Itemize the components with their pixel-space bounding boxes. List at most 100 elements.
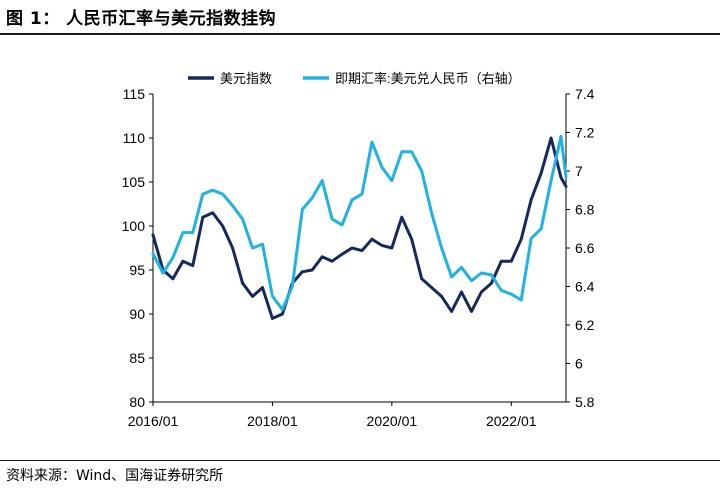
cny-rate-point: [320, 179, 324, 182]
usd-index-point: [380, 244, 384, 247]
page-title: 图 1： 人民币汇率与美元指数挂钩: [6, 9, 277, 29]
cny-rate-point: [350, 198, 354, 202]
usd-index-point: [480, 290, 483, 294]
cny-rate-point: [191, 231, 195, 234]
usd-index-point: [261, 286, 264, 289]
usd-index-point: [500, 259, 503, 263]
x-tick-label: 2022/01: [486, 413, 537, 429]
y-left-tick-label: 90: [129, 306, 145, 322]
cny-rate-point: [241, 217, 244, 221]
chart: 美元指数 即期汇率:美元兑人民币（右轴） 80 85 90 95 100 105 110 11…: [122, 71, 595, 429]
cny-rate-point: [360, 192, 364, 196]
usd-index-point: [440, 295, 443, 298]
usd-index-point: [559, 176, 563, 179]
usd-index-point: [201, 215, 205, 219]
source-note: 资料来源：Wind、国海证券研究所: [6, 468, 224, 484]
footer-rule: [0, 460, 720, 461]
cny-rate-point: [251, 246, 254, 250]
cny-rate-point: [539, 227, 543, 231]
y-right-tick-label: 5.8: [575, 394, 595, 410]
cny-rate-point: [151, 252, 155, 256]
cny-rate-point: [201, 192, 205, 196]
cny-rate-point: [529, 237, 533, 240]
cny-rate-point: [564, 175, 568, 179]
cny-rate-point: [261, 242, 264, 246]
cny-rate-point: [430, 212, 433, 215]
usd-index-point: [519, 237, 523, 241]
y-right-tick-label: 6.4: [575, 279, 595, 295]
usd-index-point: [564, 185, 568, 188]
legend-label-usd-index: 美元指数: [220, 71, 272, 86]
y-left-tick-label: 95: [129, 262, 145, 278]
cny-rate-point: [460, 265, 463, 269]
usd-index-point: [211, 211, 215, 215]
usd-index-point: [171, 277, 175, 281]
cny-rate-point: [291, 285, 294, 288]
usd-index-point: [390, 246, 394, 250]
usd-index-point: [241, 281, 244, 285]
cny-rate-point: [380, 165, 384, 169]
cny-rate-point: [281, 308, 284, 311]
usd-index-point: [400, 215, 404, 219]
usd-index-point: [490, 281, 493, 285]
usd-index-point: [549, 136, 553, 140]
usd-index-point: [350, 246, 354, 250]
cny-rate-point: [420, 169, 423, 173]
y-left-tick-label: 110: [123, 130, 146, 146]
usd-index-point: [509, 259, 513, 263]
y-left-tick-label: 105: [122, 174, 146, 190]
legend: 美元指数 即期汇率:美元兑人民币（右轴）: [188, 71, 521, 86]
axes: 80 85 90 95 100 105 110 115 5.8 6 6.2 6.4 6.6 6.8 7 7.2…: [122, 86, 595, 429]
cny-rate-point: [480, 271, 483, 275]
series-line-cny-rate: [151, 134, 568, 312]
cny-rate-point: [300, 208, 304, 211]
usd-index-point: [370, 237, 374, 241]
series-layer: [151, 134, 568, 320]
y-right-tick-label: 6.2: [575, 317, 595, 333]
cny-rate-point: [161, 271, 165, 275]
cny-rate-point: [390, 179, 394, 182]
usd-index-point: [231, 246, 234, 250]
cny-rate-point: [500, 289, 503, 292]
y-right-tick-label: 7.2: [575, 125, 595, 141]
cny-rate-point: [211, 188, 215, 192]
cny-rate-point: [400, 150, 404, 154]
y-left-tick-label: 85: [129, 350, 145, 366]
cny-rate-point: [450, 275, 453, 279]
y-right-tick-label: 6.8: [575, 202, 595, 218]
cny-rate-point: [271, 294, 274, 298]
y-left-tick-label: 80: [129, 394, 145, 410]
cny-rate-point: [519, 298, 523, 302]
cny-rate-point: [171, 256, 175, 259]
cny-rate-point: [509, 292, 513, 296]
x-tick-label: 2016/01: [128, 413, 179, 429]
x-tick-label: 2020/01: [367, 413, 418, 429]
usd-index-point: [310, 268, 314, 272]
usd-index-point: [410, 237, 414, 241]
usd-index-point: [221, 224, 224, 228]
usd-index-point: [529, 198, 533, 201]
usd-index-point: [420, 277, 423, 281]
usd-index-point: [330, 259, 334, 263]
usd-index-point: [320, 255, 324, 259]
cny-rate-point: [221, 192, 224, 196]
cny-rate-point: [410, 150, 414, 154]
usd-index-point: [450, 310, 453, 313]
usd-index-point: [340, 252, 344, 256]
usd-index-point: [470, 310, 473, 313]
usd-index-point: [251, 295, 254, 298]
y-left-tick-label: 115: [123, 86, 146, 102]
x-tick-label: 2018/01: [247, 413, 298, 429]
usd-index-point: [281, 312, 284, 316]
usd-index-point: [300, 270, 304, 274]
usd-index-point: [360, 249, 364, 252]
cny-rate-point: [549, 179, 553, 182]
cny-rate-point: [181, 231, 185, 234]
usd-index-point: [191, 264, 195, 267]
legend-label-cny-rate: 即期汇率:美元兑人民币（右轴）: [335, 71, 521, 86]
cny-rate-point: [440, 246, 443, 250]
cny-rate-point: [340, 223, 344, 227]
cny-rate-point: [310, 196, 314, 200]
y-right-tick-label: 7: [575, 163, 583, 179]
usd-index-point: [430, 286, 433, 289]
